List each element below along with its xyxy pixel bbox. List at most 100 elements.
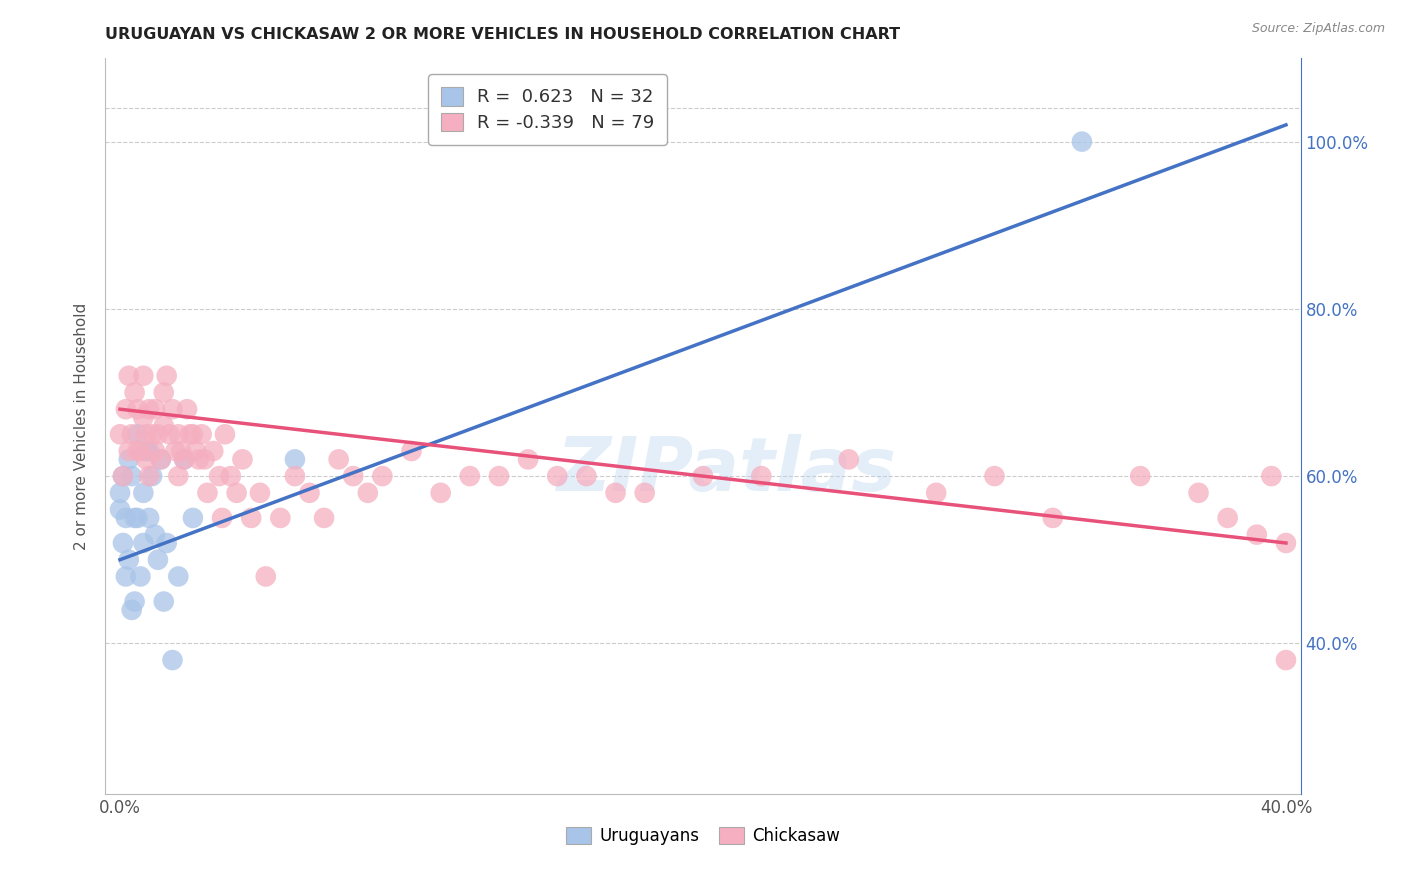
Point [152,594,174,608]
Point [749,469,772,483]
Point [488,469,510,483]
Point [132,536,155,550]
Point [156,368,179,383]
Point [1246,527,1268,541]
Point [170,444,193,458]
Point [159,427,181,442]
Point [135,427,157,442]
Point [132,410,155,425]
Point [124,385,146,400]
Point [357,485,380,500]
Point [108,427,131,442]
Point [983,469,1005,483]
Point [312,511,335,525]
Point [132,368,155,383]
Point [167,469,190,483]
Point [575,469,598,483]
Point [143,527,166,541]
Point [129,444,152,458]
Point [121,469,143,483]
Point [284,452,307,467]
Point [132,485,155,500]
Point [240,511,263,525]
Point [202,444,225,458]
Point [249,485,271,500]
Text: Source: ZipAtlas.com: Source: ZipAtlas.com [1251,22,1385,36]
Point [118,452,141,467]
Point [181,427,204,442]
Point [517,452,540,467]
Point [108,502,131,516]
Point [115,569,138,583]
Point [342,469,364,483]
Point [197,485,219,500]
Point [135,444,157,458]
Point [187,452,209,467]
Point [1187,485,1209,500]
Point [458,469,481,483]
Point [156,536,179,550]
Point [605,485,627,500]
Point [254,569,277,583]
Point [149,452,172,467]
Point [179,427,201,442]
Point [692,469,714,483]
Point [269,511,291,525]
Point [193,452,215,467]
Point [298,485,321,500]
Point [214,427,236,442]
Point [118,444,141,458]
Point [231,452,253,467]
Point [429,485,451,500]
Point [173,452,195,467]
Point [165,444,187,458]
Point [1275,536,1298,550]
Point [146,552,169,567]
Point [143,444,166,458]
Point [115,511,138,525]
Point [328,452,350,467]
Point [111,536,134,550]
Point [634,485,657,500]
Point [118,552,141,567]
Point [1260,469,1282,483]
Point [124,511,146,525]
Point [546,469,568,483]
Point [173,452,195,467]
Point [138,444,160,458]
Point [1042,511,1064,525]
Point [124,594,146,608]
Point [138,469,160,483]
Point [1216,511,1239,525]
Point [184,444,207,458]
Point [127,511,149,525]
Point [1071,135,1094,149]
Point [127,402,149,417]
Point [225,485,247,500]
Point [138,402,160,417]
Point [121,603,143,617]
Point [190,427,212,442]
Point [167,427,190,442]
Point [211,511,233,525]
Point [143,402,166,417]
Point [111,469,134,483]
Point [1129,469,1152,483]
Text: URUGUAYAN VS CHICKASAW 2 OR MORE VEHICLES IN HOUSEHOLD CORRELATION CHART: URUGUAYAN VS CHICKASAW 2 OR MORE VEHICLE… [105,27,901,42]
Point [181,511,204,525]
Point [371,469,394,483]
Point [149,452,172,467]
Point [141,427,163,442]
Point [152,418,174,433]
Point [401,444,423,458]
Legend: Uruguayans, Chickasaw: Uruguayans, Chickasaw [560,821,846,852]
Point [284,469,307,483]
Point [115,402,138,417]
Point [1275,653,1298,667]
Point [176,402,198,417]
Point [208,469,231,483]
Point [118,368,141,383]
Text: ZIPatlas: ZIPatlas [557,434,897,507]
Point [138,511,160,525]
Point [167,569,190,583]
